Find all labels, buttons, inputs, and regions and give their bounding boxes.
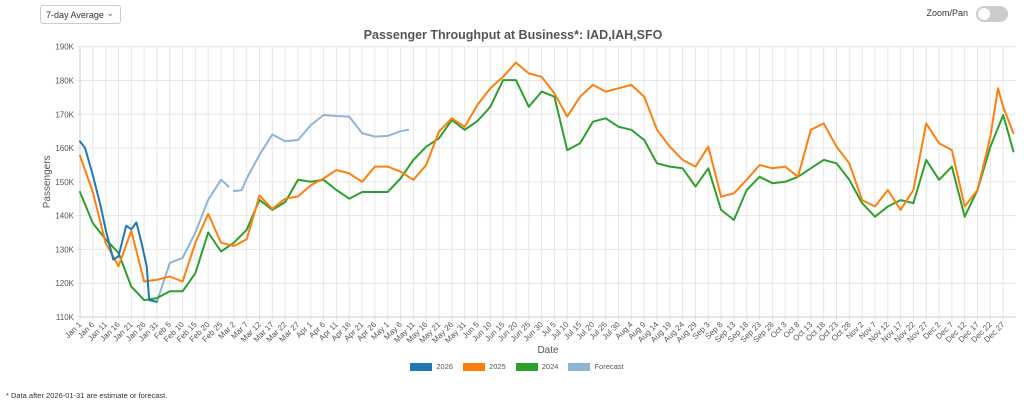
- y-tick-label: 180K: [55, 76, 74, 85]
- y-tick-label: 170K: [55, 110, 74, 119]
- series-line-2024: [79, 79, 1015, 302]
- legend-item-forecast[interactable]: Forecast: [568, 362, 624, 371]
- series-line-forecast: [155, 178, 230, 303]
- y-tick-label: 150K: [55, 178, 74, 187]
- zoom-pan-label: Zoom/Pan: [926, 8, 968, 18]
- legend-swatch: [410, 362, 433, 371]
- legend: 2026 2025 2024 Forecast: [0, 362, 1024, 371]
- average-select-value: 7-day Average: [46, 10, 104, 20]
- footnote: * Data after 2026-01-31 are estimate or …: [6, 391, 168, 400]
- y-tick-label: 130K: [55, 245, 74, 254]
- y-tick-label: 160K: [55, 144, 74, 153]
- zoom-pan-toggle[interactable]: [976, 6, 1008, 22]
- y-tick-label: 140K: [55, 212, 74, 221]
- series-line-2026: [79, 140, 158, 303]
- legend-label: 2026: [436, 362, 454, 371]
- toggle-knob: [978, 8, 990, 20]
- series-line-2025: [79, 61, 1015, 283]
- legend-item-2024[interactable]: 2024: [515, 362, 559, 371]
- chevron-down-icon: ⌄: [106, 8, 114, 18]
- legend-swatch: [568, 362, 591, 371]
- legend-swatch: [515, 362, 538, 371]
- legend-label: 2025: [489, 362, 506, 371]
- legend-item-2026[interactable]: 2026: [410, 362, 453, 371]
- legend-item-2025[interactable]: 2025: [463, 362, 506, 371]
- average-select[interactable]: 7-day Average ⌄: [40, 5, 121, 24]
- legend-label: 2024: [541, 362, 559, 371]
- series-line-forecast: [232, 114, 410, 192]
- legend-label: Forecast: [594, 362, 624, 371]
- y-tick-label: 190K: [55, 43, 74, 52]
- legend-swatch: [463, 362, 486, 371]
- y-tick-label: 110K: [56, 313, 75, 322]
- x-axis-title: Date: [537, 345, 559, 356]
- y-axis-title: Passengers: [42, 155, 53, 208]
- chart-title: Passenger Throughput at Business*: IAD,I…: [363, 28, 663, 42]
- y-tick-label: 120K: [55, 279, 74, 288]
